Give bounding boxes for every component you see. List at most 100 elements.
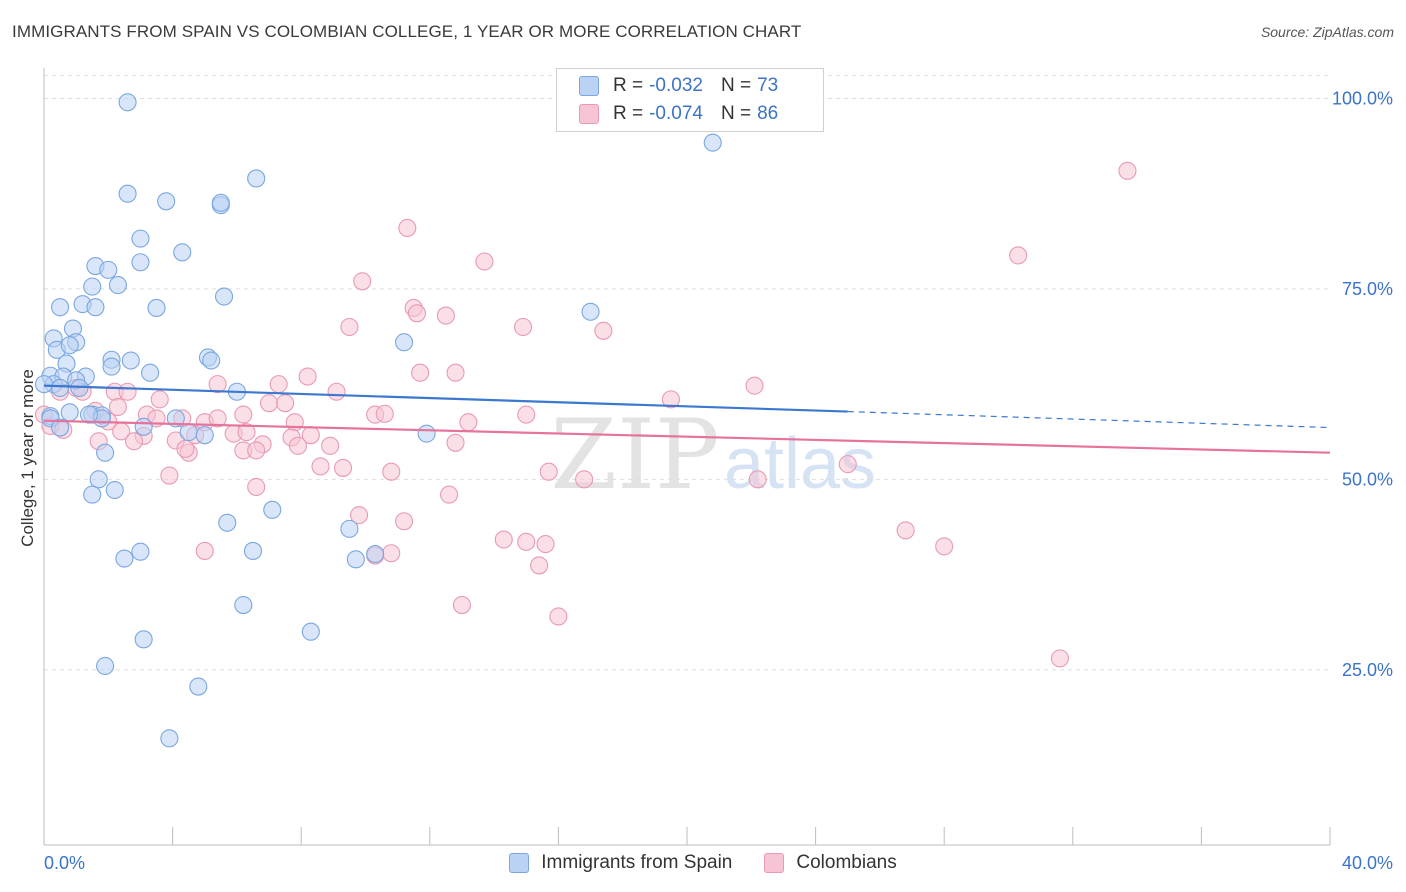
y-axis-title: College, 1 year or more: [18, 369, 37, 547]
colombians-point: [208, 409, 227, 428]
spain-point: [51, 378, 70, 397]
colombians-point: [575, 470, 594, 489]
colombians-point: [276, 394, 295, 413]
colombians-point: [321, 436, 340, 455]
spain-point: [173, 243, 192, 262]
colombians-point: [411, 363, 430, 382]
y-tick-label: 50.0%: [1342, 469, 1393, 489]
spain-point: [195, 426, 214, 445]
x-tick-label: 0.0%: [44, 853, 85, 873]
colombians-point: [398, 218, 417, 238]
colombians-point: [494, 530, 513, 549]
colombians-point: [896, 521, 915, 540]
colombians-point: [382, 462, 401, 481]
series-legend-item-spain[interactable]: Immigrants from Spain: [509, 852, 732, 874]
colombians-point: [247, 477, 266, 497]
colombians-point: [407, 304, 426, 323]
colombians-point: [517, 532, 536, 551]
colombians-point: [513, 317, 533, 337]
legend-swatch-spain: [579, 76, 599, 96]
watermark-zip: ZIP: [550, 399, 719, 511]
spain-point: [134, 630, 153, 649]
colombians-point: [436, 306, 455, 325]
colombians-point: [1050, 649, 1069, 668]
spain-point: [105, 480, 124, 500]
colombians-point: [452, 595, 472, 615]
spain-point: [581, 302, 600, 321]
series-legend-label: Immigrants from Spain: [541, 852, 733, 873]
spain-point: [214, 287, 234, 306]
spain-point: [263, 500, 282, 519]
spain-point: [234, 595, 253, 615]
spain-point: [211, 193, 230, 212]
spain-point: [141, 363, 160, 382]
colombians-point: [176, 439, 195, 458]
spain-point: [83, 485, 102, 504]
spain-point: [89, 470, 108, 489]
colombians-point: [340, 317, 359, 337]
spain-point: [96, 443, 115, 462]
spain-point: [366, 544, 385, 564]
legend-n-value: 86: [757, 103, 779, 124]
spain-point: [96, 656, 115, 676]
spain-point: [121, 351, 140, 370]
spain-point: [160, 729, 179, 748]
colombians-point: [234, 405, 253, 424]
colombians-point: [475, 252, 494, 271]
spain-point: [340, 519, 359, 538]
y-tick-label: 75.0%: [1342, 279, 1393, 299]
colombians-point: [661, 390, 680, 409]
colombians-point: [298, 367, 317, 386]
colombians-point: [208, 375, 227, 394]
spain-point: [179, 423, 198, 442]
series-swatch-colombians: [764, 853, 785, 873]
spain-point: [118, 93, 137, 112]
spain-point: [346, 550, 365, 569]
colombians-point: [530, 556, 549, 575]
colombians-point: [124, 432, 144, 451]
series-legend-label: Colombians: [796, 852, 897, 873]
x-tick-label: 40.0%: [1342, 853, 1393, 873]
colombians-point: [446, 363, 465, 382]
colombians-point: [375, 404, 394, 423]
spain-point: [243, 541, 263, 561]
colombians-point: [382, 544, 401, 563]
spain-point: [157, 192, 176, 211]
spain-point: [301, 622, 320, 641]
y-tick-label: 100.0%: [1332, 88, 1393, 108]
spain-trend-line: [43, 384, 848, 413]
colombians-point: [748, 470, 767, 489]
legend-r-value: -0.074: [649, 103, 703, 124]
colombians-point: [195, 541, 214, 561]
legend-n-label: N =: [720, 103, 752, 124]
legend-r-label: R =: [613, 75, 644, 96]
y-tick-label: 25.0%: [1342, 660, 1393, 680]
colombians-point: [594, 321, 613, 340]
spain-point: [247, 169, 266, 188]
colombians-point: [539, 462, 558, 481]
colombians-point: [549, 607, 568, 626]
spain-point: [131, 542, 150, 561]
chart-title: IMMIGRANTS FROM SPAIN VS COLOMBIAN COLLE…: [12, 22, 802, 41]
spain-point: [34, 375, 54, 394]
spain-point: [108, 276, 127, 295]
colombians-point: [395, 512, 414, 531]
spain-point: [395, 333, 414, 352]
spain-point: [60, 403, 79, 422]
colombians-point: [333, 458, 353, 477]
spain-point: [131, 253, 150, 272]
legend-n-value: 73: [757, 75, 779, 96]
colombians-point: [459, 413, 478, 432]
spain-point: [134, 417, 153, 436]
colombians-point: [1009, 246, 1028, 265]
series-swatch-spain: [509, 853, 530, 873]
colombians-point: [935, 537, 954, 556]
spain-point: [83, 277, 102, 296]
series-legend-item-colombians[interactable]: Colombians: [764, 852, 897, 874]
colombians-point: [353, 272, 372, 291]
colombians-point: [536, 535, 555, 554]
colombians-point: [150, 390, 169, 409]
spain-point: [51, 298, 70, 317]
colombians-point: [1118, 161, 1137, 180]
